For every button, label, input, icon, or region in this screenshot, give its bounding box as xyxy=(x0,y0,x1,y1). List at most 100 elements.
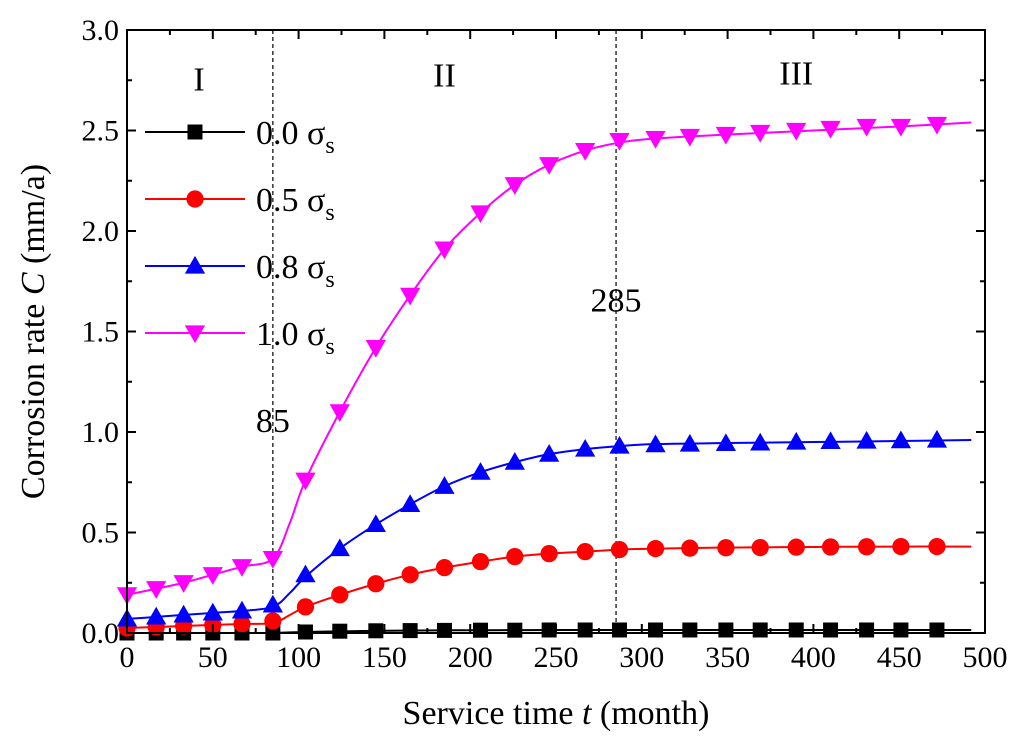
series-marker xyxy=(750,124,771,143)
x-axis-label: Service time t (month) xyxy=(403,695,710,732)
y-tick-label: 1.5 xyxy=(82,316,120,349)
series-marker xyxy=(609,132,630,151)
series-triangle-down xyxy=(116,116,972,605)
legend-entry: 0.5 σs xyxy=(145,182,335,226)
series-marker xyxy=(434,476,455,494)
legend-label: 1.0 σs xyxy=(256,316,335,360)
series-marker xyxy=(820,431,841,450)
series-circle xyxy=(118,537,972,637)
x-tick-label: 200 xyxy=(448,641,493,674)
series-marker xyxy=(295,564,316,583)
series-marker xyxy=(262,551,283,569)
legend-label: 0.8 σs xyxy=(256,249,335,293)
legend-marker xyxy=(184,325,206,344)
series-marker xyxy=(434,241,455,260)
series-marker xyxy=(610,540,629,559)
stage-label-I: I xyxy=(193,61,204,98)
series-marker xyxy=(173,604,194,623)
series-marker xyxy=(435,559,454,577)
y-axis-label: Corrosion rate C (mm/a) xyxy=(15,164,52,499)
series-marker xyxy=(401,566,419,584)
series-marker xyxy=(506,547,524,566)
series-marker xyxy=(233,615,251,633)
series-marker xyxy=(928,537,946,556)
x-tick-label: 350 xyxy=(705,641,750,674)
series-marker xyxy=(823,622,839,638)
series-marker xyxy=(368,623,384,639)
series-marker xyxy=(893,622,909,638)
legend-marker xyxy=(186,190,204,208)
series-marker xyxy=(856,430,877,449)
series-marker xyxy=(365,514,386,533)
series-marker xyxy=(295,472,316,491)
x-tick-label: 100 xyxy=(276,641,321,674)
series-marker xyxy=(471,553,490,571)
y-tick-label: 0.5 xyxy=(82,517,120,550)
series-marker xyxy=(329,404,350,423)
legend-marker xyxy=(187,124,203,140)
legend-entry: 0.0 σs xyxy=(145,115,335,159)
series-marker xyxy=(715,126,737,145)
series-marker xyxy=(859,622,875,638)
series-marker xyxy=(681,539,699,557)
series-marker xyxy=(577,622,593,638)
series-marker xyxy=(231,559,253,577)
series-marker xyxy=(507,622,523,638)
y-tick-label: 3.0 xyxy=(82,14,120,47)
series-marker xyxy=(146,581,167,599)
series-marker xyxy=(788,622,804,638)
series-marker xyxy=(820,120,841,139)
x-tick-label: 150 xyxy=(362,641,407,674)
series-marker xyxy=(786,122,807,141)
series-marker xyxy=(926,429,948,448)
x-tick-label: 0 xyxy=(120,641,135,674)
series-marker xyxy=(679,433,700,452)
legend-entry: 1.0 σs xyxy=(145,316,335,360)
x-tick-label: 500 xyxy=(963,641,1008,674)
series-line xyxy=(126,439,972,620)
series-marker xyxy=(575,438,596,457)
x-tick-label: 300 xyxy=(619,641,664,674)
series-marker xyxy=(296,598,315,616)
series-marker xyxy=(715,433,737,452)
series-marker xyxy=(173,575,194,593)
y-tick-label: 2.5 xyxy=(82,115,120,148)
stage-boundary-value: 85 xyxy=(256,403,290,440)
series-marker xyxy=(470,205,491,224)
x-tick-label: 400 xyxy=(791,641,836,674)
series-marker xyxy=(400,287,421,306)
stage-boundary-value: 285 xyxy=(591,282,642,319)
legend-entry: 0.8 σs xyxy=(145,249,335,293)
series-marker xyxy=(575,143,596,161)
axes: 0 50 100 150 200 250 300 350 400 450 500 0.0 0.5 1.0 1… xyxy=(15,14,1008,732)
series-marker xyxy=(470,462,491,480)
series-marker xyxy=(436,622,452,638)
series-marker xyxy=(717,539,735,557)
series-marker xyxy=(646,539,665,558)
x-tick-label: 450 xyxy=(877,641,922,674)
series-marker xyxy=(890,118,912,137)
series-marker xyxy=(857,538,876,556)
stage-label-III: III xyxy=(779,55,813,92)
series-marker xyxy=(504,452,525,470)
series-marker xyxy=(751,538,769,557)
series-marker xyxy=(472,622,488,638)
series-marker xyxy=(679,128,700,147)
series-marker xyxy=(539,443,560,462)
series-marker xyxy=(856,118,877,137)
series-marker xyxy=(821,538,840,556)
series-marker xyxy=(402,623,418,639)
series-marker xyxy=(645,130,666,149)
series-marker xyxy=(202,602,223,621)
series-marker xyxy=(146,606,167,625)
series-marker xyxy=(329,538,350,557)
series-marker xyxy=(718,622,734,638)
series-triangle-up xyxy=(116,429,972,627)
series-marker xyxy=(331,586,349,604)
series-marker xyxy=(202,567,223,585)
series-marker xyxy=(297,624,313,640)
x-tick-label: 50 xyxy=(198,641,228,674)
series-marker xyxy=(400,494,421,512)
series-marker xyxy=(540,544,558,563)
